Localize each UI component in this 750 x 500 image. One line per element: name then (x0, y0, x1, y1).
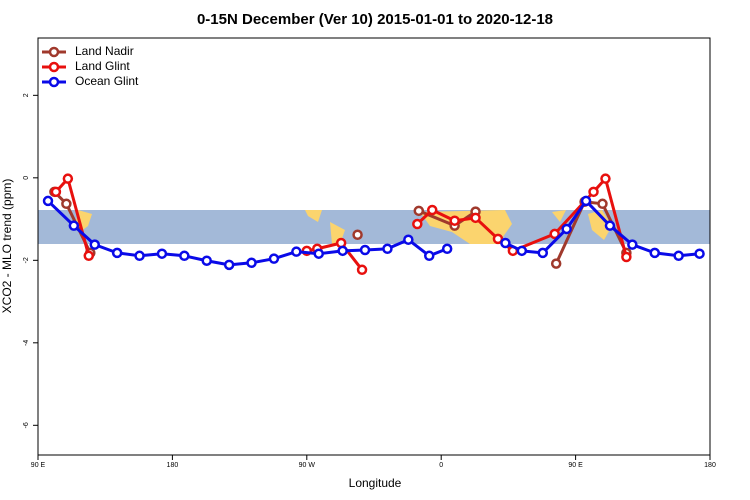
y-tick-label: 2 (23, 93, 30, 97)
x-tick-label: 180 (167, 462, 179, 469)
data-point (449, 215, 460, 226)
x-tick-label: 90 W (299, 462, 316, 469)
data-point (549, 228, 560, 240)
data-point (441, 243, 453, 255)
data-point (201, 255, 212, 266)
data-point (89, 239, 100, 250)
x-tick-label: 90 E (568, 462, 583, 469)
data-point (179, 250, 190, 262)
y-tick-label: -6 (23, 422, 30, 428)
legend-marker (48, 76, 60, 88)
data-point (246, 257, 257, 269)
data-point (627, 239, 638, 250)
data-point (580, 195, 592, 207)
data-point (356, 264, 368, 276)
data-point (597, 198, 608, 210)
legend-marker (48, 46, 60, 58)
legend-label: Land Nadir (75, 44, 134, 58)
data-point (68, 220, 80, 231)
data-point (291, 246, 302, 257)
data-point (83, 250, 95, 262)
legend-label: Land Glint (75, 59, 130, 73)
data-point (268, 253, 280, 264)
data-point (500, 237, 511, 249)
data-point (621, 251, 632, 263)
data-point (604, 220, 616, 231)
map-background (38, 210, 710, 244)
x-tick-label: 0 (439, 462, 443, 469)
data-point (470, 212, 481, 224)
data-point (156, 248, 168, 259)
x-tick-label: 90 E (31, 462, 46, 469)
data-point (413, 205, 425, 217)
data-point (337, 245, 348, 257)
data-point (111, 247, 123, 259)
y-tick-label: -2 (23, 257, 30, 263)
data-point (352, 229, 363, 240)
y-tick-label: -4 (23, 340, 30, 346)
data-point (673, 250, 684, 262)
data-point (694, 248, 705, 259)
chart-title: 0-15N December (Ver 10) 2015-01-01 to 20… (197, 11, 553, 28)
y-axis-title: XCO2 - MLO trend (ppm) (0, 179, 14, 314)
plot-frame (37, 37, 711, 456)
data-point (537, 247, 548, 259)
data-point (561, 223, 572, 235)
data-point (426, 204, 438, 216)
data-point (382, 243, 393, 255)
y-tick-label: 0 (23, 176, 30, 180)
data-point (403, 234, 414, 245)
data-point (588, 186, 599, 198)
data-point (223, 259, 235, 271)
data-point (50, 186, 62, 198)
data-point (550, 258, 562, 269)
data-point (313, 248, 324, 259)
data-point (412, 218, 423, 230)
data-point (600, 173, 611, 184)
data-point (134, 250, 145, 262)
data-point (359, 244, 371, 256)
legend-label: Ocean Glint (75, 74, 139, 88)
data-point (62, 173, 74, 184)
legend-marker (48, 61, 60, 73)
x-tick-label: 180 (704, 462, 716, 469)
data-point (42, 195, 54, 207)
data-point (516, 245, 528, 257)
data-point (424, 250, 435, 262)
data-point (649, 247, 660, 259)
x-axis-title: Longitude (349, 476, 402, 490)
data-point (61, 198, 72, 210)
data-point (492, 233, 504, 245)
